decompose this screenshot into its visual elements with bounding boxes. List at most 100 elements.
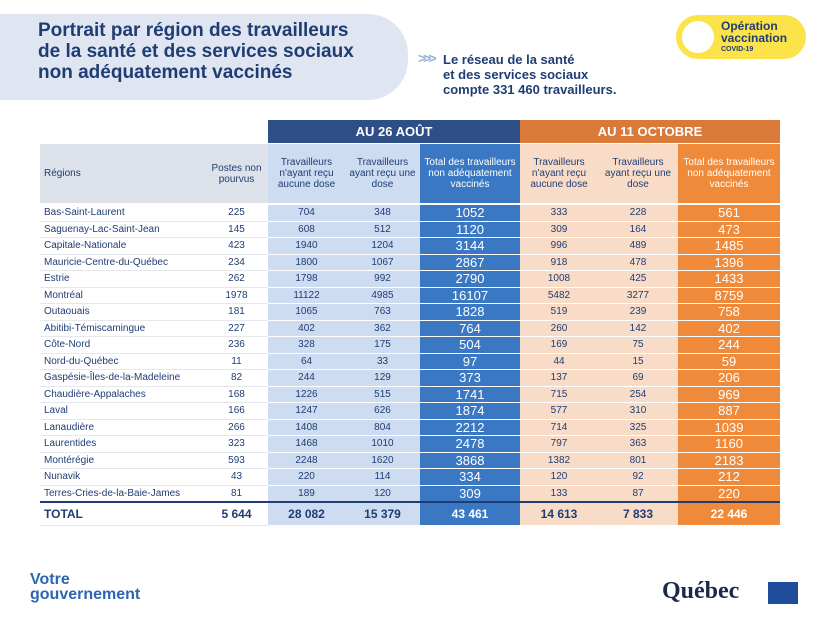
row: Terres-Cries-de-la-Baie-James 81 189 120 309…: [40, 485, 780, 503]
cell: 504: [420, 336, 520, 354]
cell: Chaudière-Appalaches: [40, 386, 205, 403]
cell: 169: [520, 336, 598, 354]
cell: 763: [345, 303, 420, 321]
cell: 2248: [268, 452, 345, 469]
cell: 2478: [420, 435, 520, 453]
title: non adéquatement vaccinés: [38, 62, 293, 83]
cell: TOTAL: [40, 501, 205, 526]
cell: 59: [678, 353, 780, 370]
cell: 804: [345, 419, 420, 436]
cell: 75: [598, 336, 678, 354]
cell: 33: [345, 353, 420, 370]
cell: 1978: [205, 287, 268, 304]
quebec-logo: Québec: [662, 578, 740, 604]
cell: 234: [205, 254, 268, 271]
cell: Travailleurs n'ayant reçu aucune dose: [268, 143, 345, 205]
cell: 164: [598, 221, 678, 238]
cell: Travailleurs ayant reçu une dose: [598, 143, 678, 205]
cell: Total des travailleurs non adéquatement …: [420, 143, 520, 205]
row: Laval 166 1247 626 1874 577 310 887: [40, 402, 780, 420]
cell: 969: [678, 386, 780, 403]
cell: 362: [345, 320, 420, 337]
cell: Total des travailleurs non adéquatement …: [678, 143, 780, 205]
cell: 3144: [420, 237, 520, 255]
title: Portrait par région des travailleurs: [38, 20, 349, 41]
footer-logo: Votre gouvernement: [30, 571, 140, 603]
cell: 309: [420, 485, 520, 503]
row: Laurentides 323 1468 1010 2478 797 363 1160: [40, 435, 780, 453]
cell: 220: [268, 468, 345, 486]
cell: 333: [520, 204, 598, 222]
cell: 478: [598, 254, 678, 271]
cell: 423: [205, 237, 268, 255]
cell: 64: [268, 353, 345, 370]
cell: 82: [205, 369, 268, 387]
cell: 402: [678, 320, 780, 337]
title: de la santé et des services sociaux: [38, 41, 354, 62]
cell: 1800: [268, 254, 345, 271]
note-line: Le réseau de la santé: [443, 52, 575, 67]
cell: Abitibi-Témiscamingue: [40, 320, 205, 337]
flag: [768, 582, 798, 604]
cell: [40, 120, 268, 144]
note-line: et des services sociaux: [443, 67, 589, 82]
badge-subtitle: COVID-19: [721, 46, 754, 53]
cell: 348: [345, 204, 420, 222]
table: AU 26 AOÛT AU 11 OCTOBRE Régions Postes non…: [40, 120, 780, 526]
cell: 704: [268, 204, 345, 222]
row: TOTAL 5 644 28 082 15 379 43 461 14 613 7 833 2…: [40, 501, 780, 526]
cell: 166: [205, 402, 268, 420]
cell: 561: [678, 204, 780, 222]
cell: 323: [205, 435, 268, 453]
footer-line: Votre: [30, 571, 70, 588]
cell: Estrie: [40, 270, 205, 288]
cell: 129: [345, 369, 420, 387]
cell: 225: [205, 204, 268, 222]
cell: 181: [205, 303, 268, 321]
cell: 764: [420, 320, 520, 337]
cell: 228: [598, 204, 678, 222]
row: Nunavik 43 220 114 334 120 92 212: [40, 468, 780, 486]
cell: 236: [205, 336, 268, 354]
cell: 239: [598, 303, 678, 321]
cell: 1382: [520, 452, 598, 469]
cell: 220: [678, 485, 780, 503]
cell: Lanaudière: [40, 419, 205, 436]
cell: AU 26 AOÛT: [268, 120, 520, 144]
cell: 44: [520, 353, 598, 370]
cell: 1160: [678, 435, 780, 453]
cell: 120: [520, 468, 598, 486]
cell: Postes non pourvus: [205, 143, 268, 205]
cell: 519: [520, 303, 598, 321]
cell: 797: [520, 435, 598, 453]
cell: 373: [420, 369, 520, 387]
cell: 212: [678, 468, 780, 486]
cell: 1741: [420, 386, 520, 403]
title-box: Portrait par région des travailleurs de …: [0, 14, 408, 100]
cell: 512: [345, 221, 420, 238]
cell: 515: [345, 386, 420, 403]
cell: 1008: [520, 270, 598, 288]
cell: 1120: [420, 221, 520, 238]
cell: Bas-Saint-Laurent: [40, 204, 205, 222]
cell: Travailleurs ayant reçu une dose: [345, 143, 420, 205]
cell: 175: [345, 336, 420, 354]
cell: 363: [598, 435, 678, 453]
cell: 168: [205, 386, 268, 403]
row: Lanaudière 266 1408 804 2212 714 325 1039: [40, 419, 780, 436]
row: Montérégie 593 2248 1620 3868 1382 801 2183: [40, 452, 780, 469]
cell: 758: [678, 303, 780, 321]
cell: 189: [268, 485, 345, 503]
row: Côte-Nord 236 328 175 504 169 75 244: [40, 336, 780, 354]
cell: 577: [520, 402, 598, 420]
cell: 4985: [345, 287, 420, 304]
row: Montréal 1978 11122 4985 16107 5482 3277 8759: [40, 287, 780, 304]
cell: 43: [205, 468, 268, 486]
cell: Côte-Nord: [40, 336, 205, 354]
cell: 254: [598, 386, 678, 403]
cell: 715: [520, 386, 598, 403]
cell: 473: [678, 221, 780, 238]
cell: 5 644: [205, 501, 268, 526]
cell: 992: [345, 270, 420, 288]
cell: Nunavik: [40, 468, 205, 486]
